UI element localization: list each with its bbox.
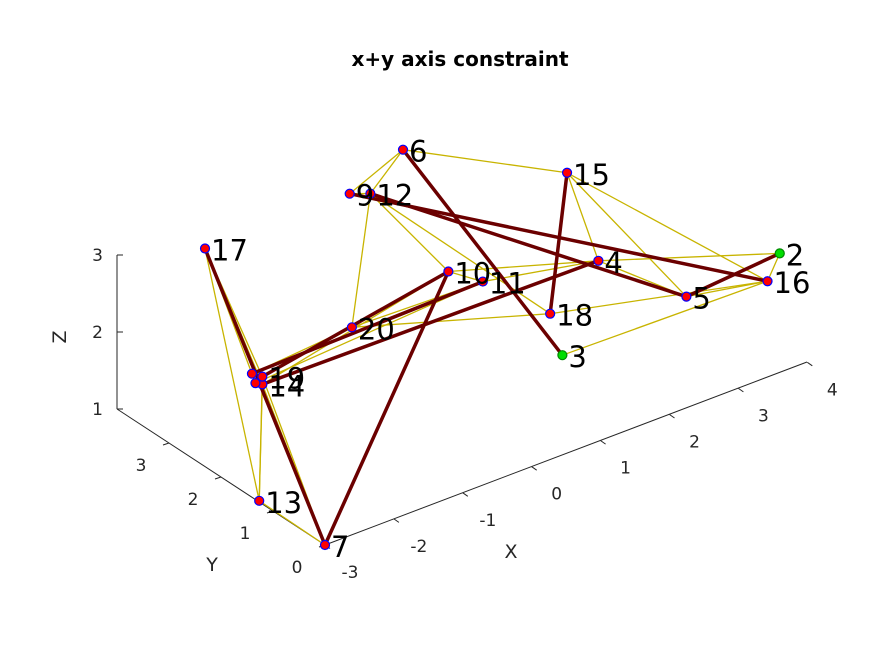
- node-point-4: [593, 255, 604, 266]
- node-point-16: [762, 276, 773, 287]
- node-label-2: 2: [786, 238, 804, 272]
- node-label-13: 13: [265, 486, 302, 520]
- x-tick-label: -3: [342, 563, 359, 583]
- y-axis-label: Y: [205, 554, 218, 576]
- light-edge-10-11: [448, 270, 484, 283]
- heavy-edge-1-11: [250, 279, 485, 376]
- node-point-10: [443, 266, 454, 277]
- node-point-11: [477, 276, 488, 287]
- node-label-17: 17: [211, 234, 248, 268]
- z-axis-label: Z: [49, 330, 71, 343]
- light-edge-6-12: [369, 149, 404, 194]
- chart-title: x+y axis constraint: [351, 47, 569, 71]
- light-edge-15-5: [566, 172, 687, 298]
- x-axis-label: X: [504, 541, 517, 563]
- node-label-11: 11: [489, 267, 526, 301]
- node-label-9: 9: [356, 179, 374, 213]
- x-axis-line: [324, 361, 808, 546]
- node-label-7: 7: [331, 530, 349, 564]
- node-label-4: 4: [604, 246, 622, 280]
- x-tick-label: -2: [410, 537, 427, 557]
- heavy-edge-7-10: [323, 269, 451, 547]
- node-point-18: [545, 308, 556, 319]
- light-edge-12-20: [351, 193, 372, 328]
- light-edge-3-16: [562, 280, 768, 356]
- y-tick-mark: [214, 476, 222, 480]
- light-edge-4-2: [598, 252, 780, 262]
- x-tick-mark: [600, 440, 606, 445]
- z-tick-label: 1: [92, 400, 103, 420]
- y-tick-label: 0: [292, 558, 303, 578]
- x-tick-mark: [738, 387, 744, 393]
- light-edge-13-7: [258, 500, 326, 546]
- x-tick-label: 4: [827, 380, 838, 400]
- y-tick-label: 3: [136, 456, 147, 476]
- light-edge-13-19: [258, 376, 263, 501]
- nodes: [199, 144, 785, 551]
- node-point-6: [397, 144, 409, 155]
- x-tick-mark: [462, 492, 469, 497]
- node-label-19: 19: [268, 362, 305, 396]
- y-tick-mark: [162, 442, 170, 446]
- node-label-12: 12: [376, 179, 413, 213]
- node-label-6: 6: [409, 135, 427, 169]
- node-point-5: [681, 291, 692, 302]
- light-edge-6-15: [402, 149, 568, 174]
- node-label-10: 10: [454, 257, 491, 291]
- node-label-3: 3: [568, 340, 586, 374]
- y-tick-label: 2: [188, 490, 199, 510]
- heavy-edge-12-5: [368, 191, 689, 299]
- node-point-8: [250, 378, 261, 389]
- node-point-12: [365, 188, 376, 199]
- light-edge-15-16: [566, 172, 768, 282]
- node-label-14: 14: [268, 369, 305, 403]
- x-tick-label: 0: [551, 485, 562, 505]
- light-edge-17-13: [204, 248, 260, 501]
- node-label-15: 15: [573, 158, 610, 192]
- x-tick-mark: [393, 518, 400, 523]
- x-tick-label: 2: [689, 433, 700, 453]
- heavy-edge-14-4: [260, 259, 601, 387]
- x-tick-label: -1: [479, 511, 496, 531]
- light-edge-12-10: [369, 193, 449, 272]
- node-label-20: 20: [358, 312, 395, 346]
- heavy-edge-6-3: [401, 147, 565, 357]
- x-tick-label: 3: [758, 406, 769, 426]
- light-edge-12-18: [370, 193, 551, 315]
- node-point-2: [774, 248, 785, 259]
- node-point-17: [199, 243, 211, 254]
- node-label-5: 5: [692, 282, 710, 316]
- z-tick-label: 2: [92, 323, 103, 343]
- heavy-edges: [203, 147, 782, 547]
- node-point-15: [561, 167, 573, 178]
- x-tick-label: 1: [620, 459, 631, 479]
- light-edge-5-16: [686, 280, 768, 298]
- heavy-edge-15-18: [548, 171, 569, 316]
- x-tick-mark: [531, 466, 537, 471]
- node-point-9: [344, 188, 355, 199]
- light-edge-9-6: [349, 149, 404, 195]
- z-tick-label: 3: [92, 246, 103, 266]
- y-tick-mark: [266, 510, 274, 514]
- node-point-13: [254, 495, 265, 506]
- node-label-18: 18: [556, 299, 593, 333]
- light-edge-10-4: [448, 260, 599, 273]
- node-point-7: [319, 539, 331, 551]
- node-point-3: [557, 350, 568, 361]
- heavy-edge-5-2: [684, 251, 782, 299]
- light-edge-18-16: [550, 280, 768, 315]
- x-tick-mark: [807, 361, 813, 367]
- y-tick-label: 1: [240, 524, 251, 544]
- node-point-1: [246, 368, 258, 379]
- x-tick-mark: [669, 414, 675, 419]
- heavy-edge-17-7: [203, 246, 327, 547]
- node-point-19: [257, 371, 268, 382]
- node-point-20: [346, 322, 358, 333]
- node-label-16: 16: [774, 266, 811, 300]
